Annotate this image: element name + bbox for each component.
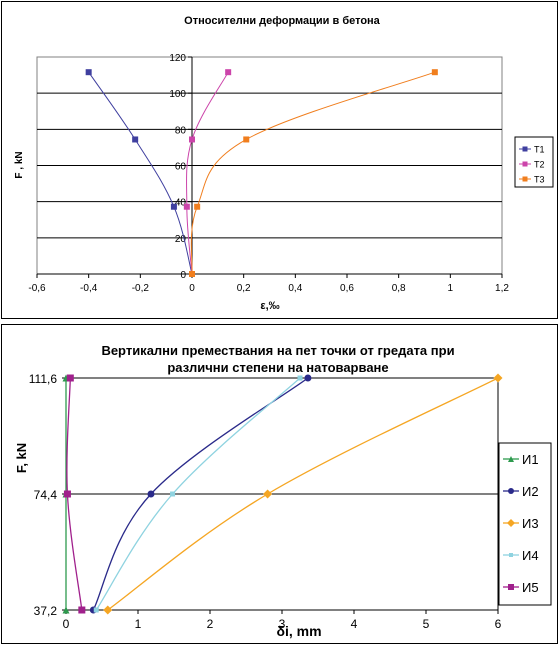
- y-axis-label: F , kN: [14, 151, 25, 178]
- x-tick-label: 3: [279, 617, 286, 631]
- data-point-T3: [194, 203, 201, 210]
- chart-title-line-1: Вертикални премествания на пет точки от …: [101, 343, 454, 358]
- series-line-T1: [88, 71, 193, 275]
- data-point-И3: [263, 489, 273, 499]
- x-tick-label: 0: [189, 283, 195, 294]
- x-tick-label: 0,6: [340, 283, 354, 294]
- legend-label: И2: [522, 484, 539, 499]
- y-tick-label: 80: [175, 125, 187, 136]
- deflection-chart-svg: 0 1 2 3 4 5 6 37,2 74,4 111,6 Вертикални премества…: [14, 343, 552, 639]
- x-tick-label: -0,6: [28, 283, 46, 294]
- series-line-T2: [186, 71, 229, 275]
- y-axis-label: F, kN: [14, 443, 29, 473]
- data-point-T1: [85, 69, 92, 76]
- data-point-T3: [431, 69, 438, 76]
- legend-marker: [522, 146, 528, 152]
- legend-marker: [508, 456, 514, 462]
- legend-label: И5: [522, 580, 539, 595]
- x-tick-label: 4: [351, 617, 358, 631]
- series-line-T3: [190, 71, 436, 275]
- chart-panel-strain: -0,6 -0,4 -0,2 0 0,2 0,4 0,6 0,8 1 1,2 0 20 40 60 80 10…: [1, 1, 558, 319]
- y-tick-label: 0: [180, 270, 186, 281]
- x-tick-label: 6: [495, 617, 502, 631]
- x-tick-label: -0,4: [80, 283, 98, 294]
- legend-label: И1: [522, 452, 539, 467]
- y-tick-label: 40: [175, 198, 187, 209]
- y-tick-label: 60: [175, 162, 187, 173]
- data-point-И2: [147, 490, 155, 498]
- data-point-T1: [170, 203, 177, 210]
- legend-marker: [509, 553, 513, 557]
- chart-panel-deflection: 0 1 2 3 4 5 6 37,2 74,4 111,6 Вертикални премества…: [1, 324, 558, 644]
- y-tick-label: 74,4: [34, 488, 58, 502]
- strain-chart-svg: -0,6 -0,4 -0,2 0 0,2 0,4 0,6 0,8 1 1,2 0 20 40 60 80 10…: [14, 15, 554, 312]
- data-point-И4: [93, 607, 99, 613]
- legend-label: T2: [534, 160, 545, 170]
- y-tick-label: 37,2: [34, 604, 58, 618]
- x-tick-label: 0,2: [237, 283, 251, 294]
- x-tick-label: 5: [423, 617, 430, 631]
- x-axis-label: δi, mm: [276, 623, 321, 639]
- legend-label: T3: [534, 175, 545, 185]
- y-tick-label: 100: [169, 89, 186, 100]
- data-point-И5: [66, 374, 74, 382]
- data-point-И3: [103, 605, 113, 615]
- legend-label: T1: [534, 145, 545, 155]
- data-point-И4: [170, 491, 176, 497]
- x-tick-label: 0,8: [392, 283, 406, 294]
- data-point-И1: [62, 606, 70, 614]
- data-point-И5: [63, 490, 71, 498]
- legend-box: [498, 442, 552, 606]
- legend-marker: [508, 488, 514, 494]
- x-tick-label: 1,2: [495, 283, 509, 294]
- x-tick-label: 0: [63, 617, 70, 631]
- legend-marker: [522, 176, 528, 182]
- data-point-T3: [243, 136, 250, 143]
- data-point-И5: [78, 606, 86, 614]
- x-tick-label: 1: [448, 283, 454, 294]
- data-point-И3: [493, 373, 503, 383]
- data-point-T1: [132, 136, 139, 143]
- data-point-T3: [189, 271, 195, 277]
- x-tick-label: -0,2: [132, 283, 150, 294]
- legend-marker: [507, 519, 515, 527]
- chart-title-line-2: различни степени на натоварване: [167, 360, 388, 375]
- data-point-T2: [183, 203, 190, 210]
- data-point-И4: [297, 375, 303, 381]
- y-tick-label: 111,6: [29, 372, 58, 386]
- x-tick-label: 1: [135, 617, 142, 631]
- legend-marker: [508, 584, 514, 590]
- legend-marker: [522, 161, 528, 167]
- data-point-T2: [225, 69, 232, 76]
- x-axis-label: ε,‰: [260, 300, 279, 312]
- data-point-T2: [189, 136, 195, 143]
- chart-title: Относителни деформации в бетона: [184, 15, 381, 27]
- x-tick-label: 2: [207, 617, 214, 631]
- data-point-И2: [304, 374, 312, 382]
- legend-label: И4: [522, 548, 539, 563]
- legend-label: И3: [522, 516, 539, 531]
- y-tick-label: 20: [175, 234, 187, 245]
- x-tick-label: 0,4: [288, 283, 302, 294]
- y-tick-label: 120: [169, 53, 186, 64]
